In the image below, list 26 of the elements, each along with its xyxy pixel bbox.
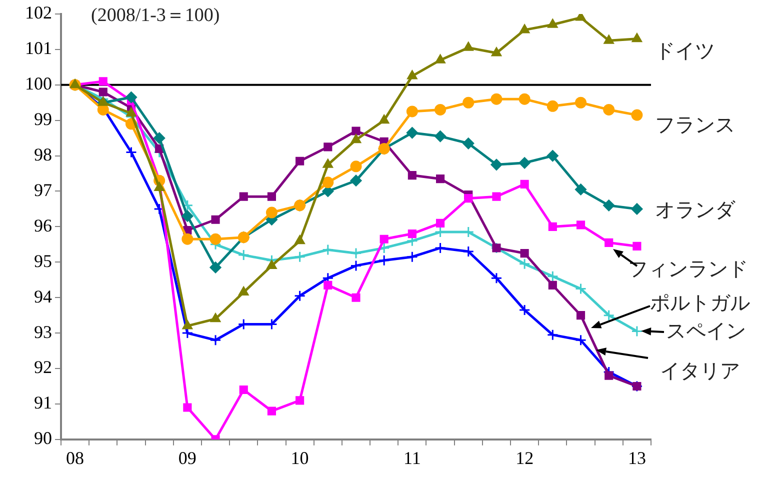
- y-tick-label: 95: [34, 250, 52, 271]
- x-tick-label: 09: [178, 448, 196, 468]
- x-tick-label: 10: [290, 448, 309, 468]
- y-tick-label: 102: [25, 2, 52, 23]
- y-tick-label: 91: [34, 392, 52, 413]
- x-tick-label: 08: [66, 448, 84, 468]
- x-tick-label: 12: [516, 448, 534, 468]
- series-label: スペイン: [666, 320, 746, 342]
- y-tick-label: 93: [34, 322, 52, 342]
- text: ポルトガル: [650, 292, 750, 314]
- annotation: (2008/1-3＝100): [91, 4, 220, 26]
- y-tick-label: 97: [34, 180, 52, 200]
- series-label: ドイツ: [655, 40, 715, 62]
- y-tick-label: 96: [34, 215, 52, 236]
- y-tick-label: 98: [34, 144, 52, 165]
- y-tick-label: 100: [25, 74, 52, 94]
- series-label: フランス: [655, 114, 735, 136]
- y-tick-label: 99: [34, 109, 52, 130]
- y-tick-label: 90: [34, 428, 52, 448]
- y-tick-label: 92: [34, 357, 52, 378]
- y-tick-label: 94: [34, 286, 52, 306]
- x-tick-label: 13: [628, 448, 646, 468]
- x-tick-label: 11: [404, 448, 421, 468]
- series-label: イタリア: [660, 360, 740, 382]
- y-tick-label: 101: [25, 38, 52, 58]
- series-label: オランダ: [655, 199, 736, 222]
